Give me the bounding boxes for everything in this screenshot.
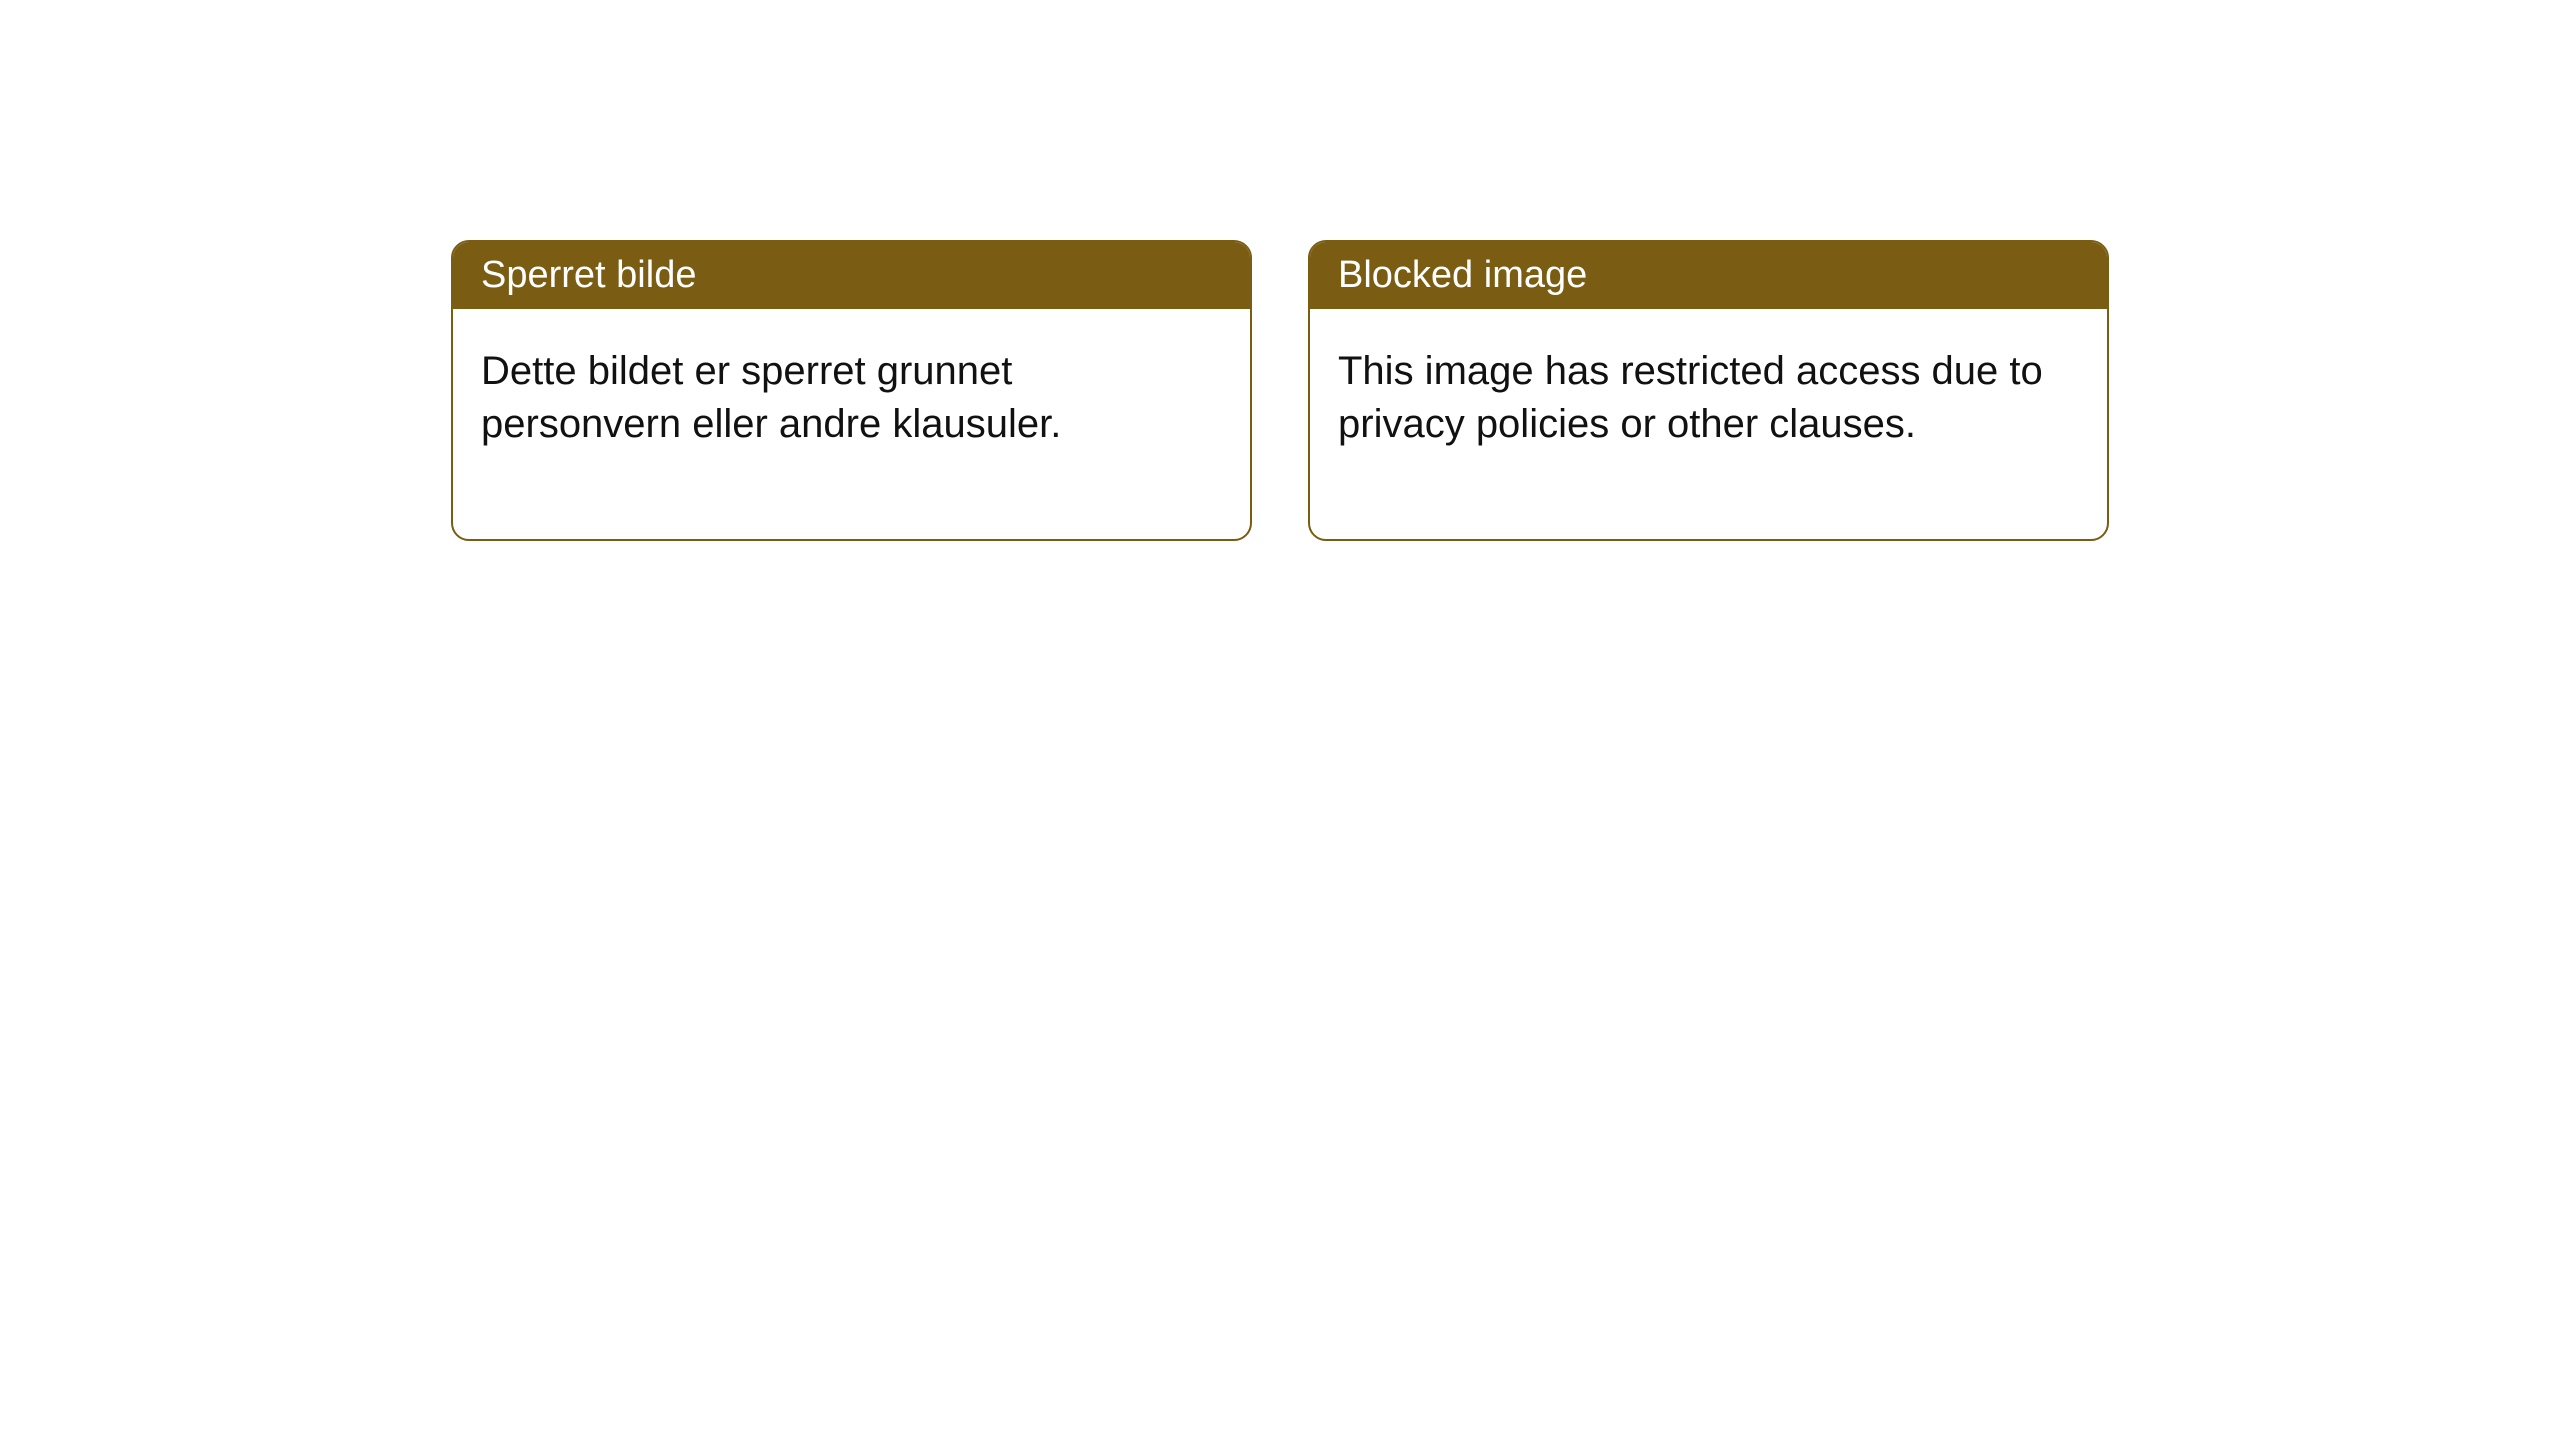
card-body-text: This image has restricted access due to …: [1310, 309, 2107, 539]
card-body-text: Dette bildet er sperret grunnet personve…: [453, 309, 1250, 539]
card-title: Sperret bilde: [453, 242, 1250, 309]
notice-cards-row: Sperret bilde Dette bildet er sperret gr…: [451, 240, 2109, 541]
notice-card-english: Blocked image This image has restricted …: [1308, 240, 2109, 541]
notice-card-norwegian: Sperret bilde Dette bildet er sperret gr…: [451, 240, 1252, 541]
card-title: Blocked image: [1310, 242, 2107, 309]
